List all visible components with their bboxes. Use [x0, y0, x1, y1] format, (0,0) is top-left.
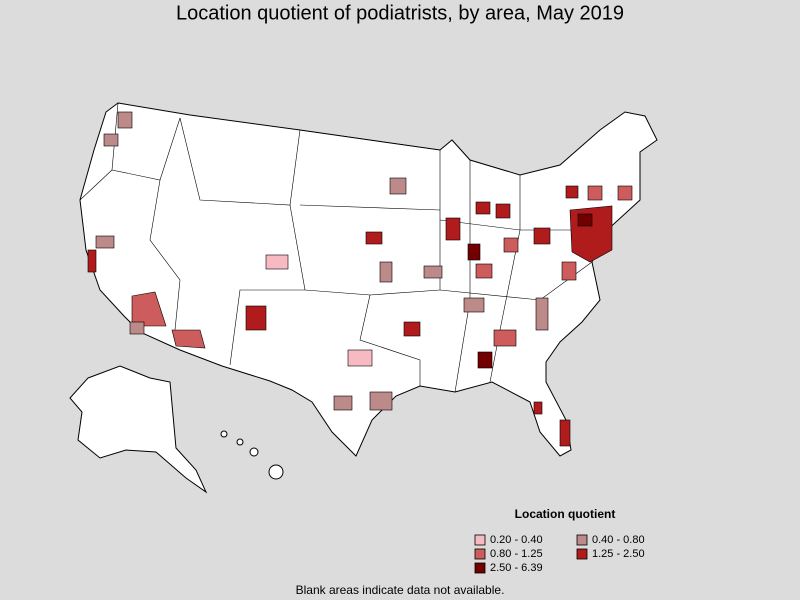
shaded-areas [87, 111, 633, 447]
legend-swatch [576, 534, 588, 546]
legend-label: 0.40 - 0.80 [592, 534, 645, 546]
legend-swatch [474, 548, 486, 560]
legend-label: 0.80 - 1.25 [490, 548, 543, 560]
legend-label: 1.25 - 2.50 [592, 548, 645, 560]
alaska [69, 365, 208, 494]
legend-title: Location quotient [515, 507, 616, 521]
legend-label: 2.50 - 6.39 [490, 562, 543, 574]
us-map [69, 102, 658, 494]
footnote: Blank areas indicate data not available. [296, 583, 505, 597]
legend-swatch [474, 534, 486, 546]
legend-swatch [576, 548, 588, 560]
legend-label: 0.20 - 0.40 [490, 534, 543, 546]
hawaii [220, 430, 284, 480]
legend-swatch [474, 562, 486, 574]
contiguous-us [79, 102, 658, 457]
map-title: Location quotient of podiatrists, by are… [176, 2, 624, 24]
legend: Location quotient 0.20 - 0.40 0.40 - 0.80… [474, 507, 645, 574]
